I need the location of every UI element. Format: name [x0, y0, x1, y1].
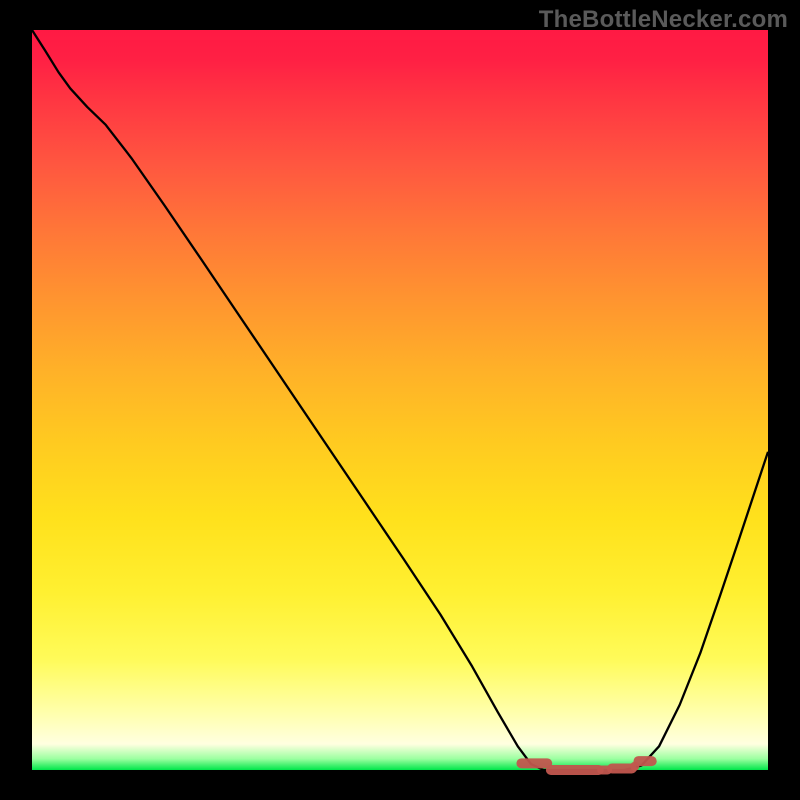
bottleneck-curve-chart	[0, 0, 800, 800]
chart-stage: TheBottleNecker.com	[0, 0, 800, 800]
trough-marker-dot	[630, 762, 639, 771]
watermark-text: TheBottleNecker.com	[539, 6, 788, 34]
gradient-plot-area	[32, 30, 768, 770]
